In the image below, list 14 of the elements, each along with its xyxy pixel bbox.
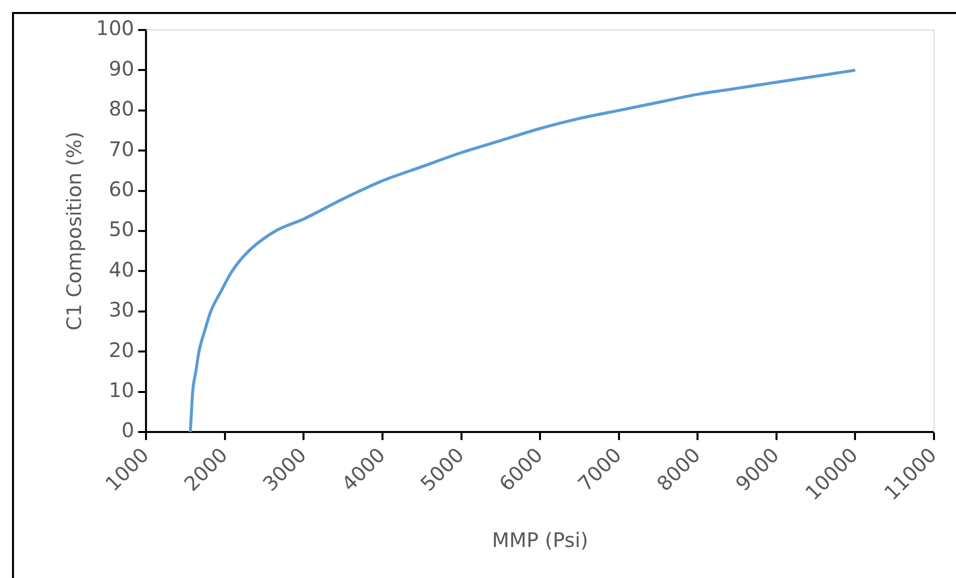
x-axis-title: MMP (Psi) — [492, 528, 588, 552]
y-tick-label: 80 — [108, 96, 134, 121]
y-tick-label: 90 — [108, 56, 134, 80]
y-tick-label: 20 — [108, 338, 134, 362]
y-tick-label: 70 — [108, 136, 134, 161]
y-tick-label: 50 — [108, 217, 134, 242]
y-tick-label: 100 — [96, 16, 134, 40]
y-tick-label: 30 — [108, 298, 134, 322]
line-series — [188, 68, 857, 432]
y-tick-label: 40 — [108, 257, 134, 282]
y-tick-label: 60 — [108, 177, 134, 202]
y-axis-title: C1 Composition (%) — [62, 132, 86, 330]
y-tick-label: 0 — [121, 418, 134, 442]
y-tick-label: 10 — [108, 378, 134, 402]
